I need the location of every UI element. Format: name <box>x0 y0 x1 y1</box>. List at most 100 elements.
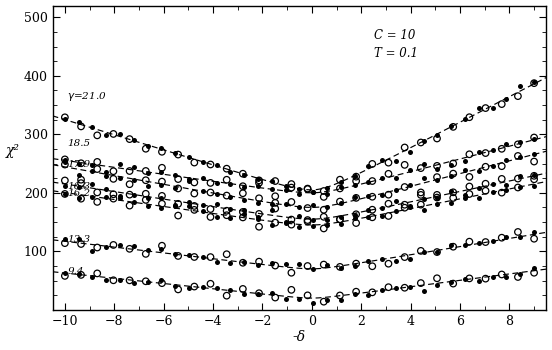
Point <box>61 270 70 276</box>
Point <box>282 201 290 207</box>
Point <box>406 203 415 209</box>
Point <box>489 189 497 195</box>
Point <box>295 187 304 192</box>
Point <box>489 274 497 280</box>
Point <box>61 236 70 241</box>
Point <box>368 178 376 184</box>
Point <box>489 238 497 244</box>
Point <box>378 287 387 293</box>
Point <box>141 251 150 257</box>
Point <box>364 207 373 212</box>
Point <box>144 144 152 149</box>
Point <box>516 174 525 179</box>
Point <box>337 297 346 303</box>
Point <box>530 136 539 142</box>
Point <box>400 145 409 150</box>
Point <box>303 186 312 191</box>
Point <box>141 146 150 152</box>
Point <box>199 188 208 194</box>
Point <box>364 259 373 264</box>
Point <box>502 182 511 188</box>
Point <box>157 280 166 286</box>
Point <box>416 192 425 198</box>
Point <box>171 173 180 178</box>
Point <box>378 213 387 218</box>
Point <box>125 136 134 142</box>
Point <box>303 219 312 224</box>
Point <box>222 166 231 172</box>
Point <box>502 187 511 192</box>
Text: 18.5: 18.5 <box>67 139 91 148</box>
Point <box>489 105 497 111</box>
Point <box>190 284 199 289</box>
Point <box>364 292 373 298</box>
Point <box>282 187 290 192</box>
Point <box>392 286 401 291</box>
Point <box>513 141 522 147</box>
Point <box>254 216 263 222</box>
Point <box>130 244 139 249</box>
Point <box>144 183 152 189</box>
Point <box>447 200 456 206</box>
Point <box>406 204 415 210</box>
Point <box>368 194 376 199</box>
Point <box>420 139 428 144</box>
Point <box>384 201 393 206</box>
Point <box>116 132 125 137</box>
Point <box>303 263 312 269</box>
Point <box>309 189 318 195</box>
Point <box>406 167 415 173</box>
Point <box>449 124 458 130</box>
Point <box>268 223 277 228</box>
Point <box>213 286 221 291</box>
Point <box>171 150 180 155</box>
Point <box>481 181 490 187</box>
Point <box>351 215 359 221</box>
Point <box>268 178 277 184</box>
Point <box>465 152 474 157</box>
Point <box>420 207 428 213</box>
Point <box>416 165 425 171</box>
Point <box>295 261 304 267</box>
Point <box>309 300 318 305</box>
Point <box>240 207 249 213</box>
Point <box>157 165 166 170</box>
Point <box>75 236 83 241</box>
Point <box>447 243 456 248</box>
Point <box>226 169 235 175</box>
Point <box>61 114 70 120</box>
Point <box>295 213 304 219</box>
Point <box>337 201 346 206</box>
Point <box>93 199 102 205</box>
Point <box>238 215 247 220</box>
Point <box>433 250 442 255</box>
Point <box>406 285 415 290</box>
Point <box>433 196 442 201</box>
Point <box>226 182 235 187</box>
Point <box>420 249 428 254</box>
Point <box>222 293 231 299</box>
Point <box>75 195 83 201</box>
Point <box>378 205 387 211</box>
Text: 13.3: 13.3 <box>67 235 91 244</box>
Point <box>337 265 346 271</box>
Point <box>502 157 511 162</box>
Point <box>465 239 474 244</box>
Point <box>199 209 208 214</box>
Point <box>254 184 263 189</box>
Point <box>75 173 83 178</box>
Point <box>271 263 280 268</box>
Point <box>384 261 393 266</box>
Point <box>125 246 134 252</box>
Point <box>226 260 235 266</box>
Point <box>157 278 166 283</box>
Point <box>93 166 102 172</box>
Point <box>461 195 470 201</box>
Y-axis label: χ²: χ² <box>6 144 19 158</box>
Point <box>125 181 134 187</box>
Point <box>213 192 221 197</box>
Point <box>513 274 522 280</box>
Point <box>102 244 111 249</box>
Point <box>93 159 102 165</box>
Point <box>516 139 525 145</box>
